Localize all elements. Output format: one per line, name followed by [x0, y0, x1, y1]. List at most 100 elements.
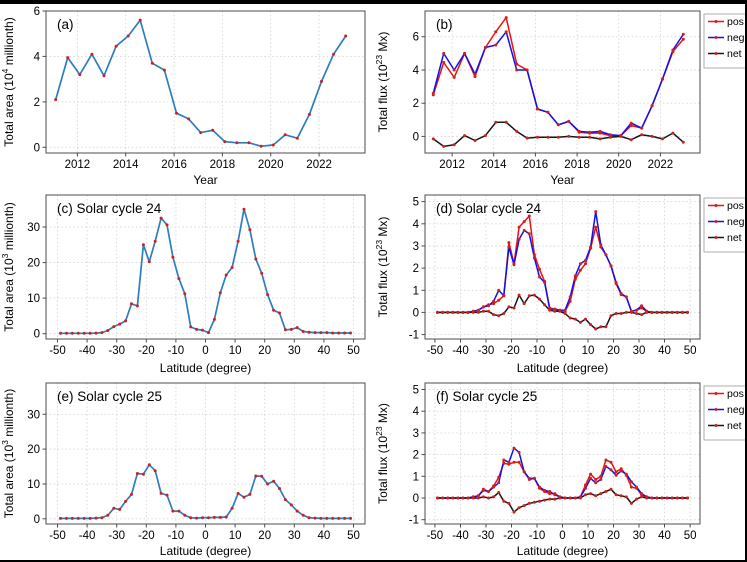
legend-label-net: net [727, 48, 742, 60]
y-tick-label: 0 [413, 307, 419, 319]
data-point-marker [614, 312, 618, 315]
x-tick-label: 0 [559, 345, 565, 357]
data-point-marker [558, 496, 562, 500]
data-point-marker [492, 313, 496, 317]
x-tick-label: -30 [478, 530, 495, 542]
x-tick-label: 2018 [564, 159, 590, 171]
data-point-marker [289, 503, 293, 507]
x-tick-label: 50 [347, 345, 360, 357]
data-point-marker [614, 493, 618, 497]
data-point-marker [640, 495, 644, 499]
data-point-marker [141, 472, 145, 476]
data-point-marker [487, 490, 490, 493]
data-point-marker [278, 487, 281, 490]
data-point-marker [650, 104, 654, 108]
data-point-marker [629, 310, 633, 314]
x-tick-label: -50 [427, 530, 444, 542]
y-tick-label: 10 [27, 293, 40, 305]
data-point-marker [681, 37, 685, 41]
x-tick-label: -20 [138, 530, 155, 542]
data-point-marker [599, 478, 603, 481]
panel-e: -50 -40 -30 -20 -10 0 10 20 30 40 50 0 10 20 30 (e) Sol… [0, 377, 374, 560]
x-tick-label: 20 [258, 530, 271, 542]
y-axis-label: Total area (103 millionth) [0, 202, 16, 331]
data-point-marker [589, 245, 593, 249]
data-point-marker [686, 310, 689, 314]
data-point-marker [502, 461, 506, 465]
data-point-marker [112, 325, 116, 329]
data-point-marker [504, 16, 508, 20]
data-point-marker [609, 460, 613, 464]
data-point-marker [319, 331, 323, 335]
data-point-marker [525, 68, 529, 72]
panel-title-b: (b) [436, 17, 453, 32]
y-tick-label: 30 [27, 222, 40, 234]
x-tick-label: 0 [202, 345, 208, 357]
data-point-marker [608, 135, 612, 139]
y-axis-label: Total flux (1023 Mx) [374, 32, 390, 133]
data-point-marker [635, 308, 638, 312]
data-point-marker [481, 309, 485, 313]
x-tick-label: -50 [49, 345, 66, 357]
legend-marker [714, 20, 718, 23]
data-point-marker [538, 485, 541, 489]
y-tick-label: 5 [413, 385, 419, 397]
data-point-marker [609, 487, 613, 491]
data-point-marker [319, 516, 323, 520]
data-point-marker [112, 506, 116, 510]
data-point-marker [507, 241, 511, 245]
data-point-marker [548, 492, 552, 496]
data-point-marker [568, 496, 572, 500]
data-point-marker [567, 119, 571, 123]
data-point-marker [452, 75, 456, 79]
data-point-marker [189, 516, 193, 520]
data-point-marker [675, 310, 679, 314]
data-point-marker [567, 134, 571, 138]
data-point-marker [512, 460, 516, 464]
data-point-marker [650, 310, 654, 314]
x-tick-label: 2022 [306, 159, 332, 171]
data-point-marker [481, 495, 485, 499]
data-point-marker [442, 144, 446, 148]
data-point-marker [548, 308, 552, 312]
panel-a: 2012 2014 2016 2018 2020 2022 0 2 4 6 (a) Year Total… [0, 4, 374, 189]
data-point-marker [619, 467, 623, 471]
data-point-marker [660, 496, 664, 500]
data-point-marker [661, 137, 664, 141]
x-tick-label: -40 [79, 345, 96, 357]
x-tick-label: 30 [633, 530, 646, 542]
data-point-marker [343, 331, 347, 335]
data-point-marker [584, 258, 587, 262]
data-point-marker [671, 131, 675, 135]
x-tick-label: -30 [108, 530, 125, 542]
data-point-marker [497, 475, 501, 479]
series-line-area [54, 19, 347, 148]
data-point-marker [171, 255, 175, 259]
data-point-marker [670, 496, 674, 500]
y-tick-label: 30 [27, 409, 40, 421]
x-tick-label: -20 [503, 530, 520, 542]
x-tick-label: 2012 [65, 159, 91, 171]
data-point-marker [502, 294, 506, 298]
data-point-marker [130, 492, 133, 496]
data-point-marker [446, 310, 450, 314]
x-tick-label: 30 [288, 345, 301, 357]
data-point-marker [532, 253, 536, 257]
legend-marker [714, 424, 718, 427]
data-point-marker [598, 137, 602, 141]
data-point-marker [473, 139, 477, 142]
data-point-marker [487, 304, 490, 308]
x-tick-label: 2012 [439, 159, 465, 171]
legend-label-pos: pos [727, 16, 744, 28]
data-point-marker [497, 314, 501, 318]
data-point-marker [153, 469, 157, 473]
data-point-marker [195, 516, 199, 520]
x-tick-label: -50 [49, 530, 66, 542]
data-point-marker [553, 309, 557, 313]
data-point-marker [487, 309, 490, 313]
data-point-marker [483, 46, 487, 49]
figure-row-3: -50 -40 -30 -20 -10 0 10 20 30 40 50 0 10 20 30 (e) Sol… [0, 377, 745, 560]
data-point-marker [588, 130, 592, 134]
data-point-marker [471, 310, 475, 314]
